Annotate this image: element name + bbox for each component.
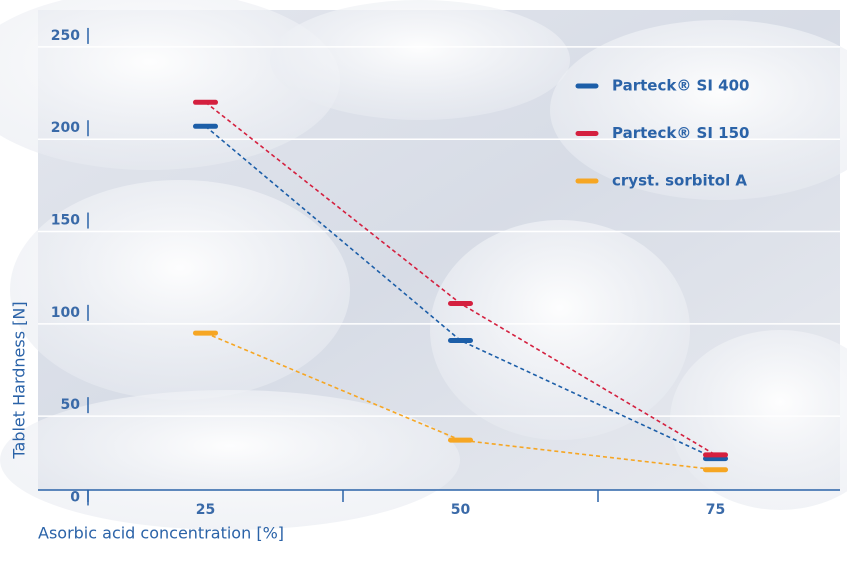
y-tick-label: 200	[51, 120, 80, 136]
y-tick-label: 250	[51, 28, 80, 44]
x-tick-label: 50	[451, 502, 471, 518]
legend-label: Parteck® SI 150	[612, 124, 749, 142]
y-tick-label: 100	[51, 305, 80, 321]
y-tick-label: 50	[61, 397, 81, 413]
x-tick-label: 25	[196, 502, 215, 518]
y-tick-label: 150	[51, 213, 80, 229]
chart: Tablet Hardness [N] Asorbic acid concent…	[0, 0, 847, 571]
y-tick-label: 0	[70, 489, 80, 505]
y-axis-title: Tablet Hardness [N]	[10, 301, 29, 459]
legend-label: Parteck® SI 400	[612, 77, 749, 95]
x-axis-title: Asorbic acid concentration [%]	[38, 524, 284, 543]
x-tick-label: 75	[706, 502, 725, 518]
legend-label: cryst. sorbitol A	[612, 172, 747, 190]
